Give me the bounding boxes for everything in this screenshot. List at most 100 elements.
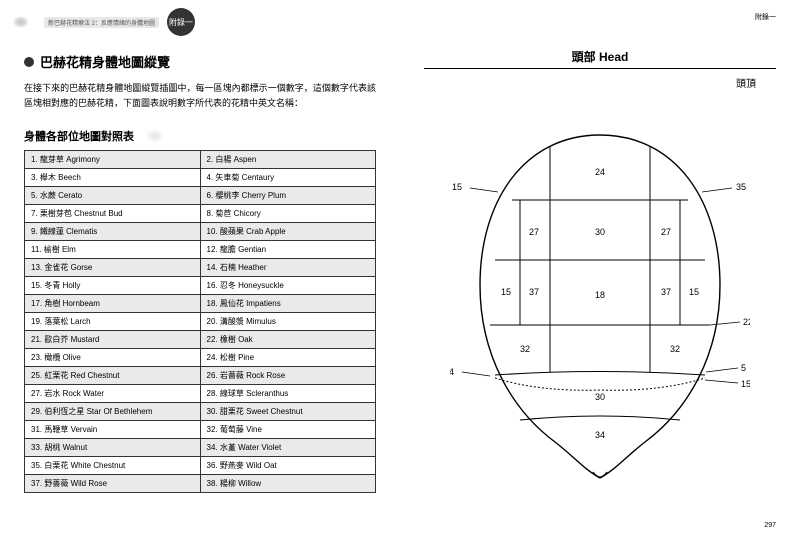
region-label: 15: [689, 287, 699, 297]
reference-table: 1. 龍芽草 Agrimony2. 白楊 Aspen3. 櫸木 Beech4. …: [24, 150, 376, 493]
region-label: 30: [595, 227, 605, 237]
right-page: 附錄一 頭部 Head 頭頂 24 30 27 27: [400, 0, 800, 541]
table-subtitle: 身體各部位地圖對照表: [24, 128, 134, 144]
table-cell: 28. 線球草 Scleranthus: [200, 384, 376, 402]
table-cell: 27. 岩水 Rock Water: [25, 384, 201, 402]
header-decoration: 新巴赫花精療法 2：反應情緒的身體地圖 附錄一: [8, 8, 195, 36]
table-cell: 16. 忍冬 Honeysuckle: [200, 276, 376, 294]
table-cell: 38. 楊柳 Willow: [200, 474, 376, 492]
reference-table-body: 1. 龍芽草 Agrimony2. 白楊 Aspen3. 櫸木 Beech4. …: [25, 150, 376, 492]
table-row: 21. 歐白芥 Mustard22. 橡樹 Oak: [25, 330, 376, 348]
table-cell: 15. 冬青 Holly: [25, 276, 201, 294]
table-cell: 8. 菊苣 Chicory: [200, 204, 376, 222]
grid-line: [495, 372, 705, 376]
table-cell: 10. 酸蘋果 Crab Apple: [200, 222, 376, 240]
table-cell: 5. 水蕨 Cerato: [25, 186, 201, 204]
table-row: 31. 馬鞭草 Vervain32. 葡萄藤 Vine: [25, 420, 376, 438]
table-row: 37. 野薔薇 Wild Rose38. 楊柳 Willow: [25, 474, 376, 492]
region-label: 37: [529, 287, 539, 297]
region-label: 37: [661, 287, 671, 297]
title-bullet-icon: [24, 57, 34, 67]
page-title: 巴赫花精身體地圖縱覽: [40, 52, 170, 71]
section-heading: 頭部 Head: [424, 48, 776, 69]
table-cell: 13. 金雀花 Gorse: [25, 258, 201, 276]
table-row: 11. 榆樹 Elm12. 龍膽 Gentian: [25, 240, 376, 258]
region-label: 15: [501, 287, 511, 297]
leader-line: [470, 188, 498, 192]
region-label: 34: [595, 430, 605, 440]
table-row: 7. 栗樹芽苞 Chestnut Bud8. 菊苣 Chicory: [25, 204, 376, 222]
region-label: 18: [595, 290, 605, 300]
sub-heading: 頭頂: [424, 75, 776, 90]
table-cell: 2. 白楊 Aspen: [200, 150, 376, 168]
table-cell: 1. 龍芽草 Agrimony: [25, 150, 201, 168]
table-row: 25. 紅栗花 Red Chestnut26. 岩薔薇 Rock Rose: [25, 366, 376, 384]
table-cell: 12. 龍膽 Gentian: [200, 240, 376, 258]
region-label: 24: [595, 167, 605, 177]
head-outline: [480, 135, 720, 478]
table-cell: 4. 矢車菊 Centaury: [200, 168, 376, 186]
table-row: 5. 水蕨 Cerato6. 櫻桃李 Cherry Plum: [25, 186, 376, 204]
table-cell: 19. 落葉松 Larch: [25, 312, 201, 330]
appendix-badge: 附錄一: [167, 8, 195, 36]
breadcrumb-text: 新巴赫花精療法 2：反應情緒的身體地圖: [44, 17, 159, 28]
table-row: 27. 岩水 Rock Water28. 線球草 Scleranthus: [25, 384, 376, 402]
callout-label: 22: [743, 317, 750, 327]
leader-line: [462, 372, 490, 376]
head-diagram: 24 30 27 27 15 15 37 37 18 32 32 30 34 1…: [424, 120, 776, 480]
callout-label: 34: [450, 367, 454, 377]
table-row: 15. 冬青 Holly16. 忍冬 Honeysuckle: [25, 276, 376, 294]
table-cell: 35. 白栗花 White Chestnut: [25, 456, 201, 474]
table-cell: 14. 石楠 Heather: [200, 258, 376, 276]
table-cell: 36. 野燕麥 Wild Oat: [200, 456, 376, 474]
leader-line: [702, 188, 732, 192]
table-cell: 31. 馬鞭草 Vervain: [25, 420, 201, 438]
region-label: 27: [661, 227, 671, 237]
region-label: 30: [595, 392, 605, 402]
left-page: 新巴赫花精療法 2：反應情緒的身體地圖 附錄一 巴赫花精身體地圖縱覽 在接下來的…: [0, 0, 400, 541]
table-cell: 18. 鳳仙花 Impatiens: [200, 294, 376, 312]
table-cell: 3. 櫸木 Beech: [25, 168, 201, 186]
table-cell: 9. 鐵線蓮 Clematis: [25, 222, 201, 240]
table-row: 35. 白栗花 White Chestnut36. 野燕麥 Wild Oat: [25, 456, 376, 474]
table-cell: 17. 角樹 Hornbeam: [25, 294, 201, 312]
table-cell: 34. 水堇 Water Violet: [200, 438, 376, 456]
table-row: 33. 胡桃 Walnut34. 水堇 Water Violet: [25, 438, 376, 456]
subtitle-row: 身體各部位地圖對照表: [24, 128, 376, 144]
callout-label: 15: [741, 379, 750, 389]
table-cell: 21. 歐白芥 Mustard: [25, 330, 201, 348]
leader-line: [706, 368, 738, 372]
region-label: 32: [670, 344, 680, 354]
table-cell: 26. 岩薔薇 Rock Rose: [200, 366, 376, 384]
leader-line: [710, 322, 740, 325]
grid-line: [520, 416, 680, 420]
table-cell: 30. 甜栗花 Sweet Chestnut: [200, 402, 376, 420]
table-row: 29. 伯利恆之星 Star Of Bethlehem30. 甜栗花 Sweet…: [25, 402, 376, 420]
table-cell: 11. 榆樹 Elm: [25, 240, 201, 258]
table-row: 23. 橄欖 Olive24. 松樹 Pine: [25, 348, 376, 366]
table-cell: 25. 紅栗花 Red Chestnut: [25, 366, 201, 384]
table-row: 13. 金雀花 Gorse14. 石楠 Heather: [25, 258, 376, 276]
dotted-line: [495, 378, 705, 390]
flower-decor-icon: [8, 12, 40, 32]
table-row: 3. 櫸木 Beech4. 矢車菊 Centaury: [25, 168, 376, 186]
table-cell: 29. 伯利恆之星 Star Of Bethlehem: [25, 402, 201, 420]
callout-label: 5: [741, 363, 746, 373]
region-label: 27: [529, 227, 539, 237]
intro-paragraph: 在接下來的巴赫花精身體地圖縱覽插圖中，每一區塊內都標示一個數字，這個數字代表該區…: [24, 81, 376, 112]
table-cell: 6. 櫻桃李 Cherry Plum: [200, 186, 376, 204]
leader-line: [705, 380, 738, 383]
table-cell: 37. 野薔薇 Wild Rose: [25, 474, 201, 492]
page-number: 297: [764, 522, 776, 529]
table-cell: 33. 胡桃 Walnut: [25, 438, 201, 456]
table-cell: 20. 溝酸漿 Mimulus: [200, 312, 376, 330]
table-cell: 24. 松樹 Pine: [200, 348, 376, 366]
subtitle-decor-icon: [140, 128, 170, 144]
right-header: 附錄一: [755, 12, 776, 22]
table-row: 9. 鐵線蓮 Clematis10. 酸蘋果 Crab Apple: [25, 222, 376, 240]
title-row: 巴赫花精身體地圖縱覽: [24, 52, 376, 71]
region-label: 32: [520, 344, 530, 354]
callout-label: 35: [736, 182, 746, 192]
nose-outline: [593, 472, 607, 477]
table-cell: 23. 橄欖 Olive: [25, 348, 201, 366]
